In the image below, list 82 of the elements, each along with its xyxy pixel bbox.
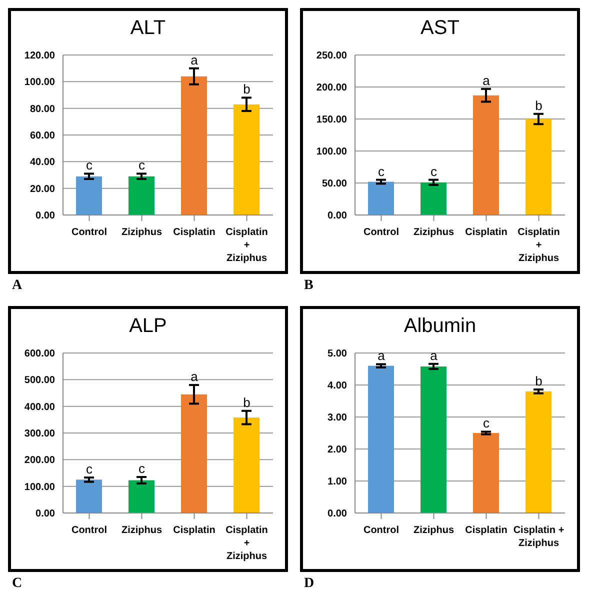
- annotation: b: [535, 98, 542, 113]
- annotation: b: [243, 394, 250, 410]
- text: C: [12, 576, 24, 592]
- y-tick-label: 250.00: [316, 50, 348, 62]
- bar: [181, 394, 207, 513]
- bar: [234, 104, 260, 215]
- bar: [234, 418, 260, 513]
- y-tick-label: 0.00: [36, 508, 56, 520]
- annotation: c: [483, 416, 490, 431]
- y-tick-label: 80.00: [30, 104, 56, 115]
- bar: [76, 480, 102, 513]
- chart-title: Albumin: [402, 315, 478, 339]
- y-tick-label: 500.00: [24, 375, 56, 386]
- bar: [128, 480, 154, 513]
- y-tick-label: 2.00: [328, 444, 348, 456]
- x-tick-label: Control: [363, 525, 400, 536]
- x-tick-label: Control: [363, 227, 400, 238]
- x-tick-label: Control: [71, 525, 108, 536]
- x-tick-label: Cisplatin: [173, 227, 216, 238]
- x-tick-label: Cisplatin: [465, 227, 508, 238]
- y-tick-label: 400.00: [24, 402, 56, 413]
- annotation: c: [138, 461, 146, 476]
- y-tick-label: 60.00: [30, 130, 56, 142]
- y-tick-label: 5.00: [328, 348, 348, 360]
- bar: [420, 366, 446, 513]
- text: B: [304, 278, 314, 294]
- x-tick-label: Ziziphus: [121, 227, 162, 238]
- chart-title: AST: [420, 17, 460, 41]
- annotation: b: [535, 373, 542, 388]
- annotation: c: [430, 164, 438, 179]
- x-tick-label: Control: [71, 227, 108, 238]
- y-tick-label: 50.00: [322, 178, 348, 190]
- chart-title: ALP: [128, 315, 168, 339]
- bar: [128, 176, 154, 215]
- annotation: a: [430, 348, 438, 363]
- annotation: c: [86, 462, 93, 477]
- x-tick-label: Cisplatin + Ziziphus: [513, 525, 564, 549]
- y-tick-label: 0.00: [328, 210, 348, 222]
- chart-title: ALT: [129, 17, 167, 41]
- bar: [181, 76, 207, 215]
- y-tick-label: 100.00: [316, 146, 348, 158]
- text: A: [12, 278, 24, 294]
- x-tick-label: Ziziphus: [413, 227, 454, 238]
- y-tick-label: 300.00: [24, 428, 56, 440]
- annotation: a: [482, 72, 491, 88]
- bar: [473, 95, 499, 215]
- x-tick-label: Ziziphus: [121, 525, 162, 536]
- y-tick-label: 0.00: [36, 210, 56, 222]
- x-tick-label: Cisplatin + Ziziphus: [226, 525, 268, 562]
- x-tick-label: Ziziphus: [413, 525, 454, 536]
- y-tick-label: 0.00: [328, 508, 348, 520]
- y-tick-label: 1.00: [328, 476, 348, 488]
- y-tick-label: 200.00: [24, 455, 56, 466]
- y-tick-label: 150.00: [316, 114, 348, 126]
- bar: [526, 391, 552, 513]
- y-tick-label: 120.00: [24, 50, 56, 62]
- bar: [76, 176, 102, 215]
- y-tick-label: 100.00: [24, 482, 56, 493]
- y-tick-label: 100.00: [24, 77, 56, 88]
- bar: [473, 433, 499, 513]
- annotation: c: [138, 158, 146, 173]
- annotation: a: [190, 369, 199, 384]
- x-tick-label: Cisplatin + Ziziphus: [518, 227, 560, 264]
- x-tick-label: Cisplatin + Ziziphus: [226, 227, 268, 264]
- bar: [368, 182, 394, 215]
- bar: [368, 366, 394, 513]
- text: D: [304, 576, 316, 592]
- bar: [526, 119, 552, 215]
- x-tick-label: Cisplatin: [173, 525, 216, 536]
- annotation: c: [378, 164, 385, 179]
- x-tick-label: Cisplatin: [465, 525, 508, 536]
- annotation: b: [243, 82, 250, 97]
- y-tick-label: 3.00: [328, 412, 348, 424]
- bar: [420, 182, 446, 215]
- annotation: a: [190, 52, 199, 68]
- annotation: a: [378, 348, 386, 364]
- y-tick-label: 40.00: [30, 157, 56, 168]
- y-tick-label: 600.00: [24, 348, 56, 360]
- y-tick-label: 20.00: [30, 184, 56, 195]
- y-tick-label: 4.00: [328, 380, 348, 392]
- y-tick-label: 200.00: [316, 82, 348, 94]
- annotation: c: [86, 158, 93, 173]
